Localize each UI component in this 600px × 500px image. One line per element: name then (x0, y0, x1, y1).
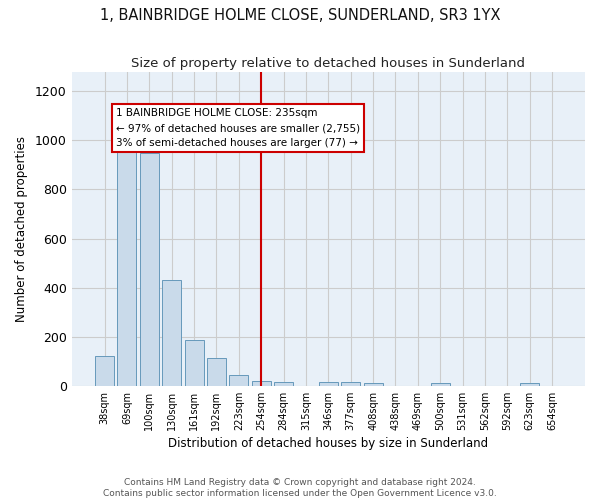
Bar (162, 280, 181, 386)
Title: Size of property relative to detached houses in Sunderland: Size of property relative to detached ho… (131, 58, 526, 70)
X-axis label: Distribution of detached houses by size in Sunderland: Distribution of detached houses by size … (168, 437, 488, 450)
Bar (207, 358, 226, 386)
Bar (140, 152, 159, 386)
Bar (118, 150, 136, 386)
Y-axis label: Number of detached properties: Number of detached properties (15, 136, 28, 322)
Bar (431, 384, 450, 386)
Text: 1, BAINBRIDGE HOLME CLOSE, SUNDERLAND, SR3 1YX: 1, BAINBRIDGE HOLME CLOSE, SUNDERLAND, S… (100, 8, 500, 22)
Bar (251, 381, 271, 386)
Bar (520, 384, 539, 386)
Text: 1 BAINBRIDGE HOLME CLOSE: 235sqm
← 97% of detached houses are smaller (2,755)
3%: 1 BAINBRIDGE HOLME CLOSE: 235sqm ← 97% o… (116, 108, 360, 148)
Bar (274, 382, 293, 386)
Bar (341, 382, 360, 386)
Bar (229, 375, 248, 386)
Bar (185, 340, 203, 386)
Bar (95, 356, 114, 386)
Bar (319, 382, 338, 386)
Text: Contains HM Land Registry data © Crown copyright and database right 2024.
Contai: Contains HM Land Registry data © Crown c… (103, 478, 497, 498)
Bar (364, 384, 383, 386)
